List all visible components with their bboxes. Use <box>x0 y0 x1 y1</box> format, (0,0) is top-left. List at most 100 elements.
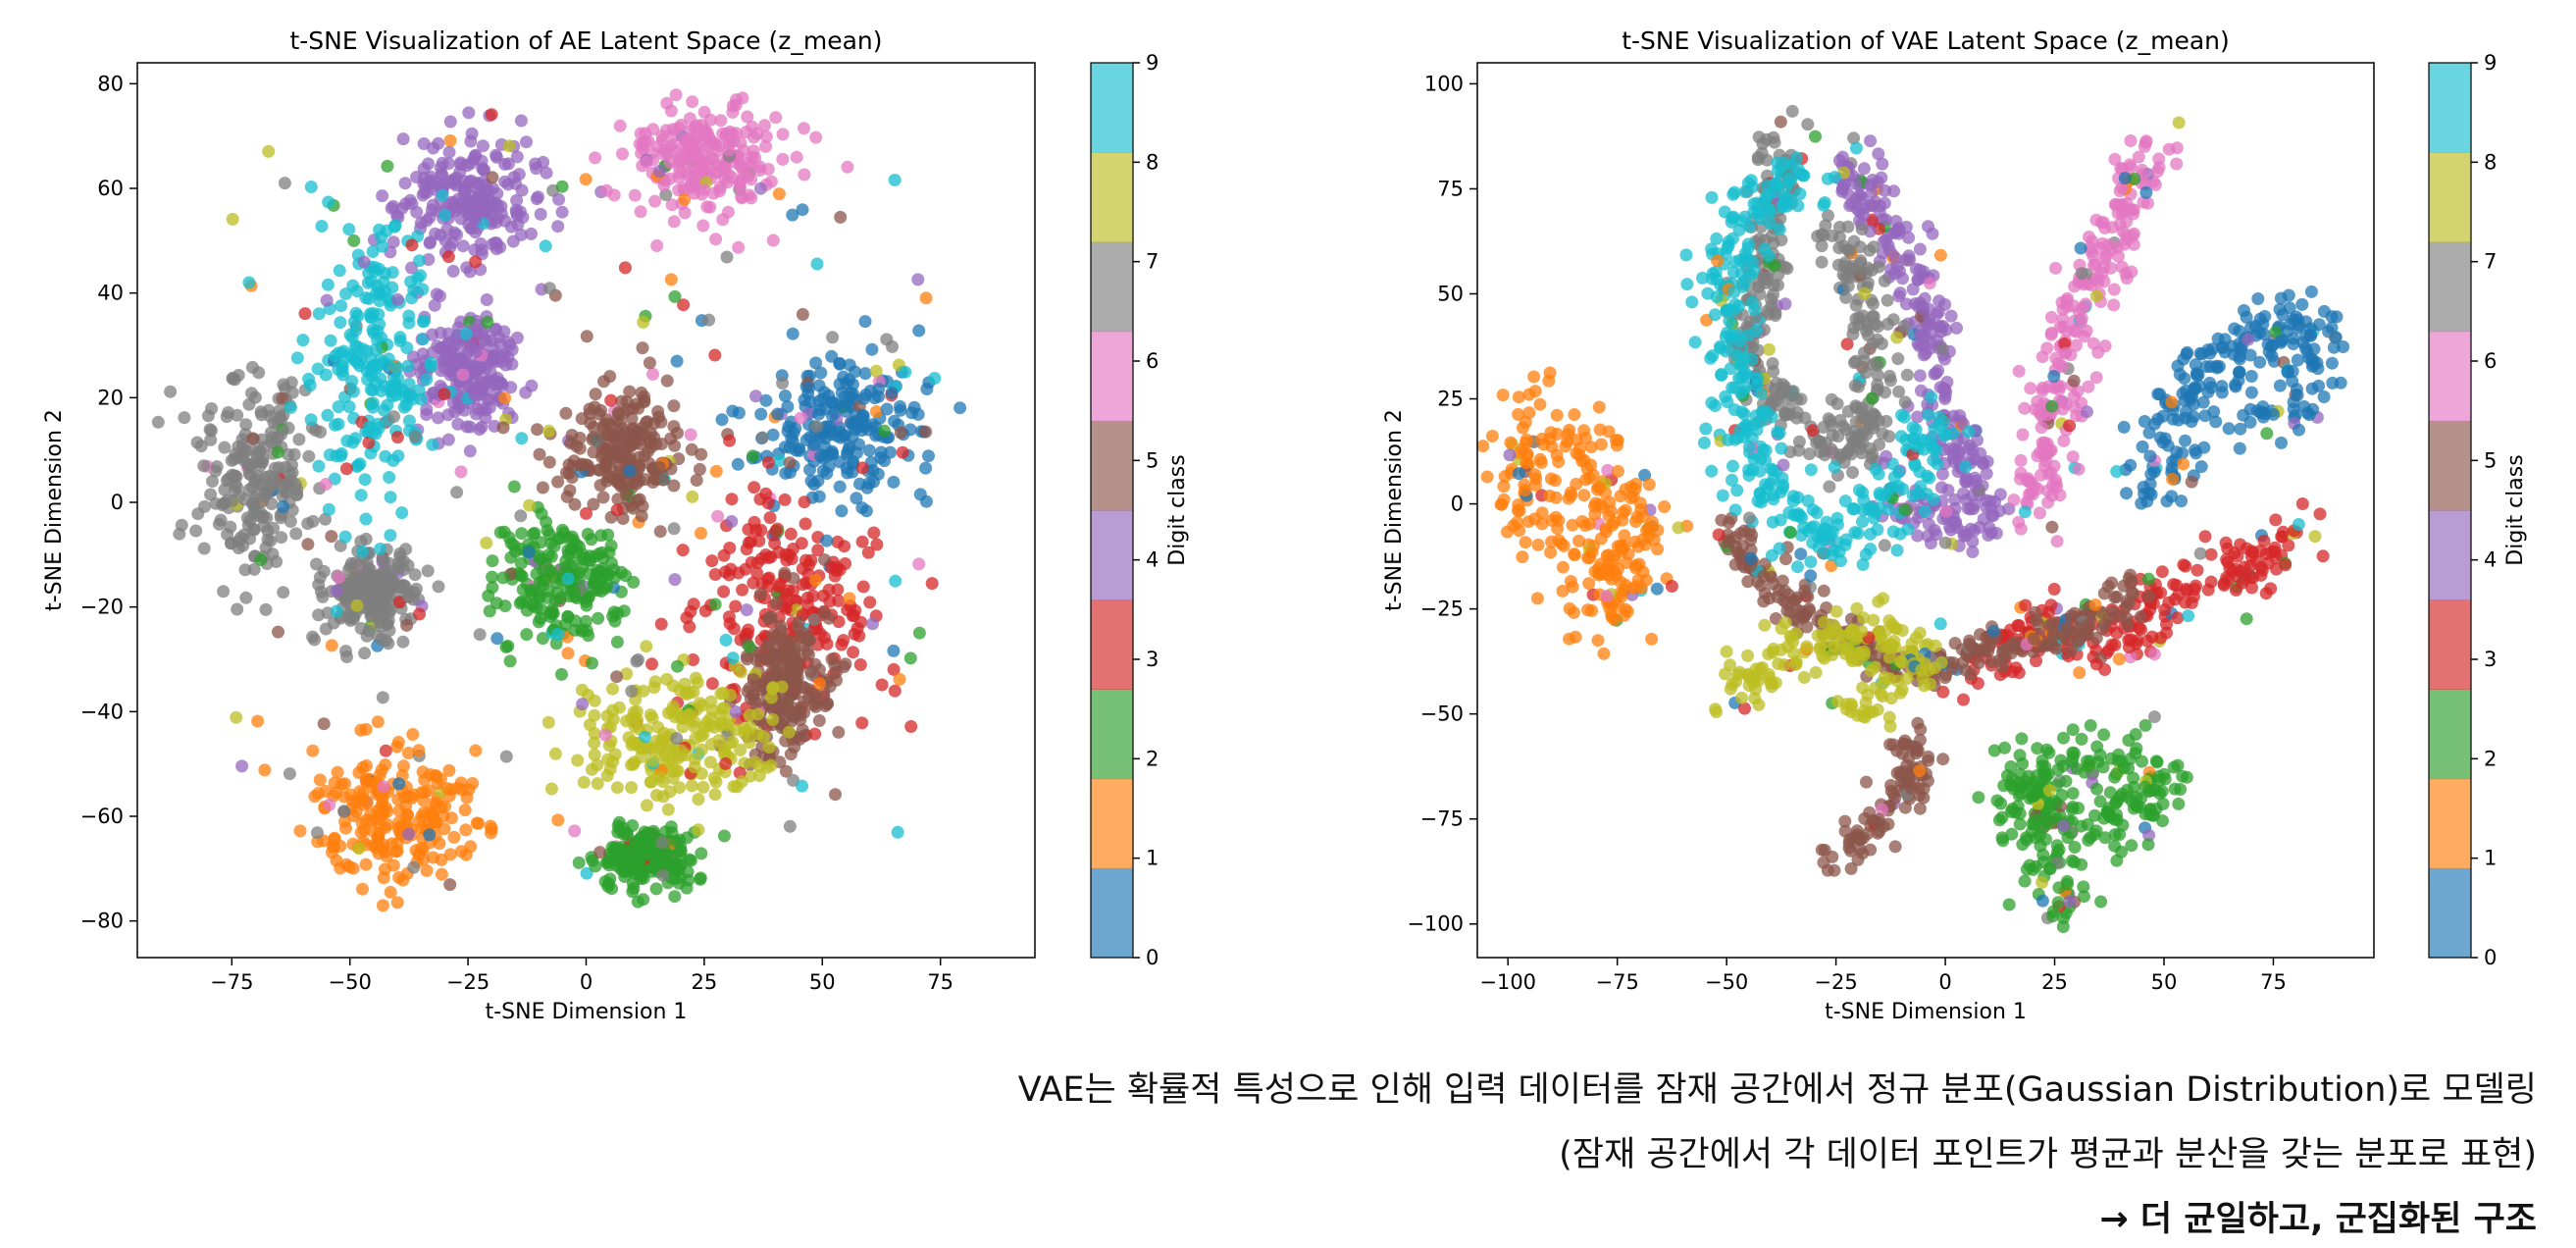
data-point <box>334 316 347 330</box>
data-point <box>434 289 446 303</box>
data-point <box>355 545 369 558</box>
data-point <box>747 576 760 590</box>
data-point <box>674 119 688 131</box>
data-point <box>762 741 776 754</box>
data-point <box>533 551 546 565</box>
data-point <box>831 535 845 548</box>
data-point <box>1611 434 1624 447</box>
data-point <box>647 858 661 872</box>
data-point <box>592 584 604 598</box>
data-point <box>2176 446 2190 460</box>
colorbar-tick-label: 0 <box>1146 946 1159 969</box>
data-point <box>435 867 448 881</box>
data-point <box>376 793 389 806</box>
data-point <box>1913 242 1927 256</box>
data-point <box>1628 535 1642 548</box>
data-point <box>531 423 544 437</box>
data-point <box>454 776 468 790</box>
data-point <box>663 753 677 766</box>
data-point <box>1876 157 1889 171</box>
data-point <box>1917 329 1931 342</box>
data-point <box>2015 732 2029 746</box>
data-point <box>419 179 433 192</box>
data-point <box>271 445 284 459</box>
data-point <box>1528 468 1542 482</box>
data-point <box>373 608 386 621</box>
data-point <box>387 410 400 424</box>
data-point <box>376 239 389 253</box>
data-point <box>2097 728 2111 742</box>
data-point <box>798 122 810 135</box>
data-point <box>450 354 464 368</box>
data-point <box>643 356 656 370</box>
data-point <box>296 334 310 347</box>
data-point <box>1645 632 1659 646</box>
data-point <box>717 702 731 715</box>
data-point <box>747 449 759 463</box>
data-point <box>781 400 795 413</box>
data-point <box>685 779 698 793</box>
data-point <box>743 640 756 653</box>
data-point <box>395 506 409 520</box>
data-point <box>536 481 549 494</box>
data-point <box>858 367 872 381</box>
data-point <box>600 429 614 442</box>
data-point <box>289 527 303 541</box>
data-point <box>668 890 682 904</box>
data-point <box>1939 504 1953 518</box>
data-point <box>1594 532 1608 546</box>
data-point <box>620 828 634 842</box>
data-point <box>523 498 537 512</box>
data-point <box>395 819 409 833</box>
data-point <box>1857 162 1871 176</box>
data-point <box>697 130 711 143</box>
data-point <box>833 377 847 390</box>
data-point <box>1938 671 1952 685</box>
data-point <box>2033 829 2046 843</box>
data-point <box>2075 732 2088 746</box>
data-point <box>396 635 410 649</box>
data-point <box>399 800 413 813</box>
data-point <box>650 239 664 252</box>
data-point <box>319 368 333 382</box>
data-point <box>436 188 449 202</box>
data-point <box>653 525 667 539</box>
data-point <box>2176 769 2190 783</box>
data-point <box>1557 539 1571 552</box>
data-point <box>1582 577 1596 591</box>
data-point <box>1563 423 1576 437</box>
data-point <box>776 377 790 390</box>
data-point <box>1584 458 1598 472</box>
data-point <box>472 816 486 830</box>
data-point <box>359 858 373 871</box>
data-point <box>552 192 566 206</box>
data-point <box>422 784 436 798</box>
data-point <box>473 423 487 437</box>
data-point <box>436 156 449 170</box>
data-point <box>339 645 352 658</box>
data-point <box>2295 297 2309 311</box>
data-point <box>2256 405 2270 419</box>
data-point <box>424 356 438 370</box>
data-point <box>319 622 333 636</box>
data-point <box>830 564 844 577</box>
data-point <box>785 552 799 566</box>
data-point <box>253 444 267 458</box>
data-point <box>390 844 404 858</box>
data-point <box>2282 288 2295 302</box>
data-point <box>530 192 543 206</box>
data-point <box>2016 757 2030 770</box>
data-point <box>1480 470 1494 484</box>
data-point <box>791 664 804 678</box>
data-point <box>1528 385 1542 398</box>
data-point <box>293 824 307 838</box>
chart-panel-1: t-SNE Visualization of AE Latent Space (… <box>42 26 1190 1024</box>
data-point <box>498 157 512 171</box>
data-point <box>2246 571 2260 585</box>
data-point <box>1569 630 1582 644</box>
data-point <box>426 198 439 212</box>
data-point <box>1994 797 2008 810</box>
data-point <box>614 430 628 443</box>
data-point <box>611 406 625 420</box>
data-point <box>651 405 665 418</box>
